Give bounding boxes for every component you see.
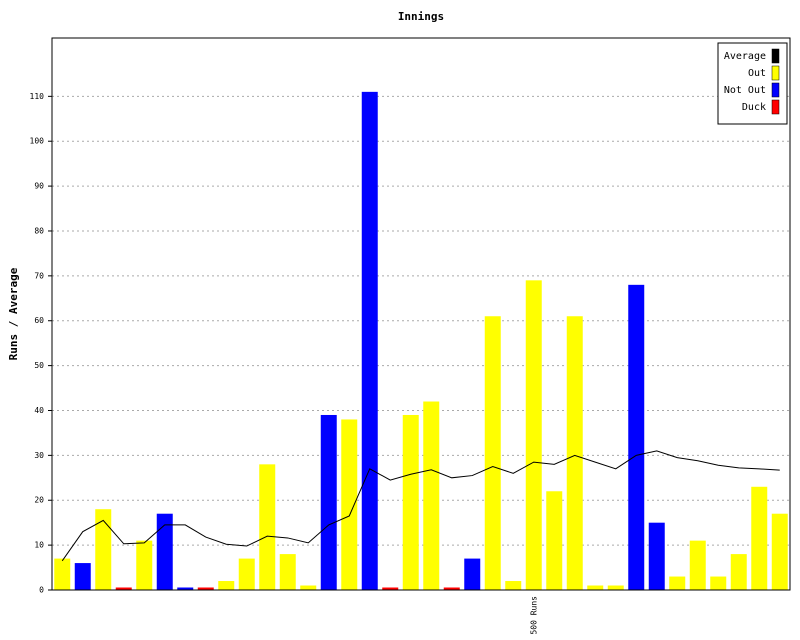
y-tick-label: 100 <box>30 137 45 146</box>
bar <box>689 540 706 590</box>
bar <box>710 576 727 590</box>
bar <box>361 91 378 590</box>
bar <box>300 585 317 590</box>
bar <box>382 587 399 590</box>
y-tick-label: 30 <box>34 451 44 460</box>
bar <box>197 587 214 590</box>
legend-swatch <box>771 48 780 64</box>
x-tick-label: 500 Runs <box>529 596 538 635</box>
y-tick-label: 0 <box>39 586 44 595</box>
bar <box>95 509 112 590</box>
bar <box>730 554 747 590</box>
bar <box>74 563 91 590</box>
bar <box>607 585 624 590</box>
bar <box>669 576 686 590</box>
bar <box>54 558 71 590</box>
y-tick-label: 70 <box>34 271 44 280</box>
legend: Average Out Not Out Duck <box>717 42 788 125</box>
y-tick-label: 10 <box>34 541 44 550</box>
legend-label: Average <box>724 51 766 62</box>
bar <box>156 513 173 590</box>
y-tick-label: 110 <box>30 92 45 101</box>
bar <box>320 414 337 590</box>
y-tick-label: 60 <box>34 316 44 325</box>
plot-frame <box>51 37 791 591</box>
legend-swatch <box>771 65 780 81</box>
bar <box>443 587 460 590</box>
y-axis-label: Runs / Average <box>7 267 20 360</box>
bar <box>402 414 419 590</box>
average-line <box>61 450 780 562</box>
bar <box>648 522 665 590</box>
bar <box>566 316 583 590</box>
bar <box>751 486 768 590</box>
legend-swatch <box>771 82 780 98</box>
legend-label: Duck <box>742 102 766 113</box>
y-tick-label: 40 <box>34 406 44 415</box>
chart-title: Innings <box>398 10 444 23</box>
bar <box>771 513 788 590</box>
bar <box>238 558 255 590</box>
bar <box>546 491 563 590</box>
legend-label: Out <box>748 68 766 79</box>
y-tick-label: 80 <box>34 226 44 235</box>
bar <box>177 587 194 590</box>
y-tick-label: 50 <box>34 361 44 370</box>
legend-label: Not Out <box>724 85 766 96</box>
bar <box>136 540 153 590</box>
y-tick-label: 20 <box>34 496 44 505</box>
bar <box>505 581 522 590</box>
bar <box>218 581 235 590</box>
bar <box>464 558 481 590</box>
bar <box>341 419 358 590</box>
bar <box>279 554 296 590</box>
bar <box>628 284 645 590</box>
bar <box>115 587 132 590</box>
legend-swatch <box>771 99 780 115</box>
bar <box>484 316 501 590</box>
bar <box>525 280 542 590</box>
bar <box>259 464 276 590</box>
bar <box>587 585 604 590</box>
y-tick-label: 90 <box>34 182 44 191</box>
bar <box>423 401 440 590</box>
